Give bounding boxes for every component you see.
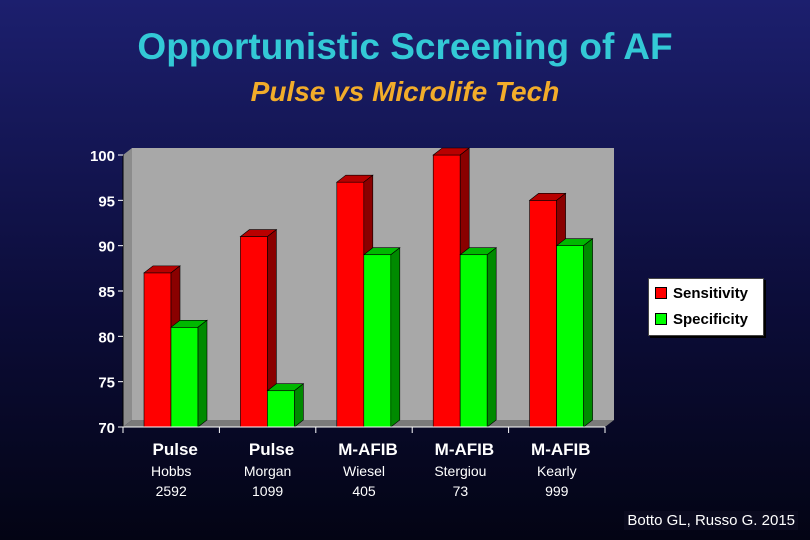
x-category-sublabel: Stergiou <box>434 463 486 479</box>
legend-label-specificity: Specificity <box>673 310 749 328</box>
legend-item-specificity: Specificity <box>655 309 748 329</box>
x-category-sublabel: Hobbs <box>151 463 191 479</box>
x-category-sublabel: 73 <box>453 483 469 499</box>
x-category-sublabel: Morgan <box>244 463 291 479</box>
x-category-sublabel: Kearly <box>537 463 577 479</box>
y-tick-label: 75 <box>98 375 115 392</box>
plot-side-wall <box>123 148 132 427</box>
bar-side-specificity <box>294 383 304 428</box>
bar-specificity <box>459 254 488 428</box>
x-category-label: Pulse <box>153 440 198 459</box>
citation: Botto GL, Russo G. 2015 <box>624 511 798 530</box>
legend-swatch-sensitivity <box>655 287 667 299</box>
x-category-label: M-AFIB <box>338 440 397 459</box>
y-tick-label: 100 <box>90 148 115 165</box>
x-category-sublabel: 405 <box>352 483 376 499</box>
bar-side-specificity <box>583 238 593 428</box>
y-tick-label: 70 <box>98 420 115 437</box>
bar-side-specificity <box>486 247 497 428</box>
bar-sensitivity <box>143 272 172 428</box>
x-category-label: M-AFIB <box>435 440 494 459</box>
chart-title: Opportunistic Screening of AF <box>137 26 673 67</box>
x-category-sublabel: Wiesel <box>343 463 385 479</box>
legend-label-sensitivity: Sensitivity <box>673 284 749 302</box>
x-category-sublabel: 1099 <box>252 483 283 499</box>
bar-sensitivity <box>336 181 365 428</box>
y-tick-label: 95 <box>98 193 115 210</box>
x-category-sublabel: 999 <box>545 483 569 499</box>
bar-specificity <box>267 390 295 428</box>
bar-specificity <box>556 245 584 428</box>
x-category-sublabel: 2592 <box>156 483 187 499</box>
legend: Sensitivity Specificity <box>648 278 764 336</box>
bar-specificity <box>363 254 392 428</box>
bar-specificity <box>170 326 199 428</box>
legend-item-sensitivity: Sensitivity <box>655 283 748 303</box>
y-tick-label: 90 <box>98 239 115 256</box>
y-tick-label: 85 <box>98 284 115 301</box>
x-category-label: M-AFIB <box>531 440 590 459</box>
bar-side-specificity <box>197 319 208 428</box>
x-category-label: Pulse <box>249 440 294 459</box>
bar-side-specificity <box>390 247 401 428</box>
chart-subtitle: Pulse vs Microlife Tech <box>250 76 560 107</box>
bar-sensitivity <box>432 154 461 428</box>
y-tick-label: 80 <box>98 329 115 346</box>
bar-sensitivity <box>529 200 557 428</box>
legend-swatch-specificity <box>655 313 667 325</box>
bar-sensitivity <box>240 236 268 428</box>
